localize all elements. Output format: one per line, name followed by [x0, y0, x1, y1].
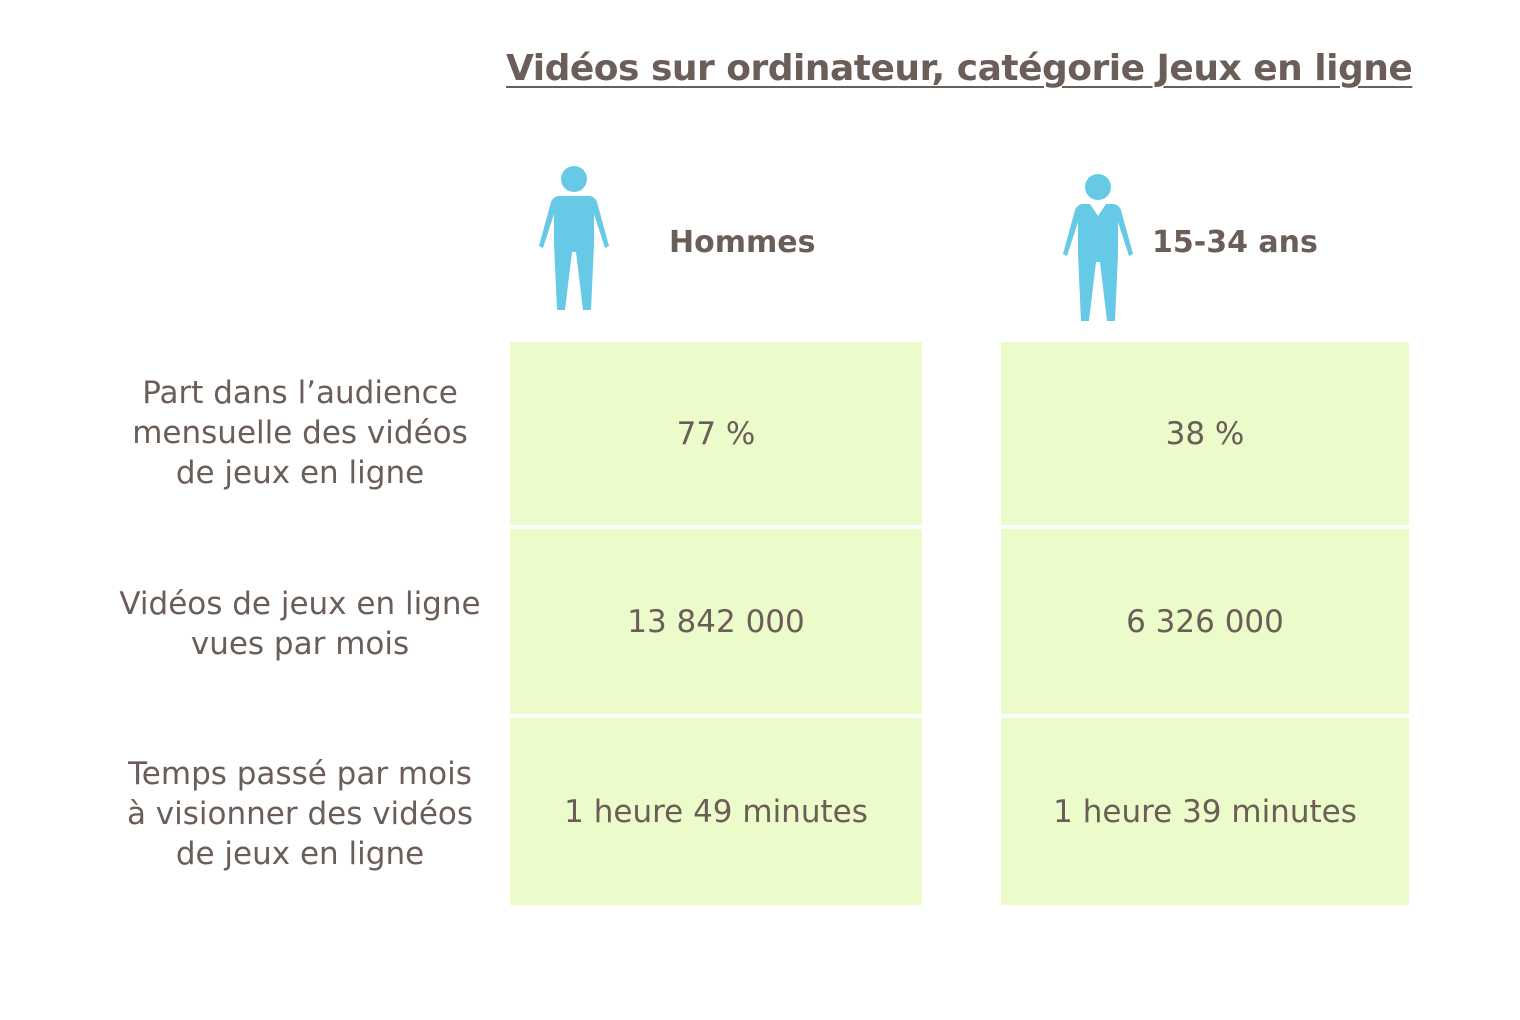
chart-title: Vidéos sur ordinateur, catégorie Jeux en…: [506, 48, 1413, 89]
male-person-icon: [539, 166, 609, 310]
row-label-line: de jeux en ligne: [175, 455, 425, 491]
cell-15-34-videos-per-month: 6 326 000: [1001, 529, 1409, 714]
row-label-line: mensuelle des vidéos: [132, 415, 468, 451]
row-label-line: Temps passé par mois: [128, 756, 472, 792]
row-label-line: Vidéos de jeux en ligne: [119, 586, 481, 622]
row-label-line: vues par mois: [190, 626, 410, 662]
column-header-hommes: Hommes: [669, 225, 816, 260]
column-header-15-34-ans: 15-34 ans: [1152, 225, 1318, 260]
cell-hommes-videos-per-month: 13 842 000: [510, 529, 922, 714]
cell-hommes-time-spent: 1 heure 49 minutes: [510, 718, 922, 905]
cell-hommes-audience-share: 77 %: [510, 342, 922, 525]
row-label-line: de jeux en ligne: [175, 836, 425, 872]
row-label-audience-share: Part dans l’audience mensuelle des vidéo…: [100, 373, 500, 493]
row-label-videos-per-month: Vidéos de jeux en ligne vues par mois: [100, 584, 500, 664]
young-person-icon: [1063, 174, 1133, 321]
row-label-line: Part dans l’audience: [142, 375, 458, 411]
row-label-time-spent: Temps passé par mois à visionner des vid…: [100, 754, 500, 874]
cell-15-34-audience-share: 38 %: [1001, 342, 1409, 525]
cell-15-34-time-spent: 1 heure 39 minutes: [1001, 718, 1409, 905]
row-label-line: à visionner des vidéos: [126, 796, 474, 832]
